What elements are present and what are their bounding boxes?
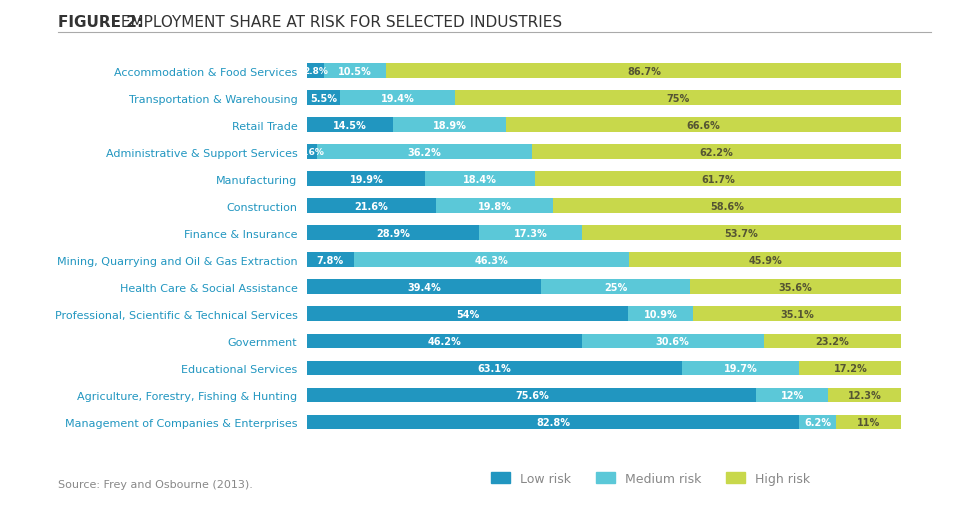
Text: 17.2%: 17.2%: [833, 363, 867, 373]
Bar: [307, 172, 425, 187]
Bar: [307, 91, 340, 106]
Bar: [340, 91, 455, 106]
Text: 36.2%: 36.2%: [407, 148, 442, 157]
Bar: [307, 145, 317, 160]
Text: 11%: 11%: [857, 417, 880, 427]
Bar: [324, 64, 386, 79]
Text: 23.2%: 23.2%: [816, 336, 850, 346]
Bar: [307, 280, 541, 295]
Text: 17.3%: 17.3%: [514, 229, 547, 238]
Bar: [307, 307, 628, 322]
Bar: [828, 388, 900, 403]
Bar: [800, 361, 901, 376]
Text: 66.6%: 66.6%: [686, 121, 720, 130]
Text: 61.7%: 61.7%: [701, 175, 735, 184]
Legend: Low risk, Medium risk, High risk: Low risk, Medium risk, High risk: [486, 467, 815, 490]
Bar: [582, 334, 763, 349]
Bar: [690, 280, 901, 295]
Bar: [307, 361, 683, 376]
Text: 21.6%: 21.6%: [354, 202, 388, 211]
Text: 82.8%: 82.8%: [537, 417, 570, 427]
Bar: [535, 172, 901, 187]
Bar: [836, 415, 901, 430]
Text: 63.1%: 63.1%: [478, 363, 512, 373]
Text: 12%: 12%: [780, 390, 804, 400]
Bar: [756, 388, 828, 403]
Bar: [436, 199, 553, 214]
Bar: [541, 280, 690, 295]
Bar: [582, 226, 900, 241]
Text: 35.1%: 35.1%: [780, 309, 814, 319]
Text: 7.8%: 7.8%: [317, 256, 344, 265]
Text: 58.6%: 58.6%: [710, 202, 744, 211]
Bar: [307, 415, 800, 430]
Text: 2.8%: 2.8%: [303, 67, 328, 76]
Bar: [693, 307, 901, 322]
Bar: [479, 226, 582, 241]
Bar: [317, 145, 532, 160]
Bar: [307, 64, 324, 79]
Bar: [386, 64, 901, 79]
Bar: [506, 118, 901, 133]
Bar: [628, 307, 693, 322]
Text: 1.6%: 1.6%: [300, 148, 324, 157]
Bar: [455, 91, 900, 106]
Text: 75.6%: 75.6%: [515, 390, 549, 400]
Text: 10.5%: 10.5%: [338, 67, 372, 76]
Text: EMPLOYMENT SHARE AT RISK FOR SELECTED INDUSTRIES: EMPLOYMENT SHARE AT RISK FOR SELECTED IN…: [116, 15, 563, 30]
Bar: [307, 226, 479, 241]
Text: 19.8%: 19.8%: [477, 202, 512, 211]
Text: 28.9%: 28.9%: [376, 229, 410, 238]
Text: 18.9%: 18.9%: [433, 121, 467, 130]
Bar: [763, 334, 901, 349]
Bar: [307, 253, 353, 268]
Text: 86.7%: 86.7%: [627, 67, 660, 76]
Bar: [800, 415, 836, 430]
Text: 54%: 54%: [456, 309, 479, 319]
Text: 19.4%: 19.4%: [381, 94, 415, 103]
Bar: [532, 145, 901, 160]
Text: 46.3%: 46.3%: [474, 256, 508, 265]
Bar: [353, 253, 629, 268]
Text: 46.2%: 46.2%: [427, 336, 462, 346]
Text: 19.9%: 19.9%: [349, 175, 383, 184]
Text: 45.9%: 45.9%: [748, 256, 782, 265]
Text: 5.5%: 5.5%: [310, 94, 337, 103]
Bar: [394, 118, 506, 133]
Bar: [307, 334, 582, 349]
Text: 39.4%: 39.4%: [407, 282, 442, 292]
Bar: [307, 388, 756, 403]
Text: 62.2%: 62.2%: [700, 148, 733, 157]
Bar: [307, 199, 436, 214]
Bar: [629, 253, 901, 268]
Text: 19.7%: 19.7%: [724, 363, 757, 373]
Text: Source: Frey and Osbourne (2013).: Source: Frey and Osbourne (2013).: [58, 478, 252, 489]
Text: 18.4%: 18.4%: [463, 175, 497, 184]
Text: 53.7%: 53.7%: [725, 229, 758, 238]
Bar: [425, 172, 535, 187]
Text: 30.6%: 30.6%: [656, 336, 689, 346]
Text: 25%: 25%: [604, 282, 627, 292]
Bar: [553, 199, 901, 214]
Text: 35.6%: 35.6%: [779, 282, 812, 292]
Bar: [307, 118, 394, 133]
Text: 12.3%: 12.3%: [848, 390, 881, 400]
Text: 6.2%: 6.2%: [804, 417, 831, 427]
Bar: [683, 361, 800, 376]
Text: FIGURE 2:: FIGURE 2:: [58, 15, 143, 30]
Text: 14.5%: 14.5%: [333, 121, 367, 130]
Text: 75%: 75%: [666, 94, 689, 103]
Text: 10.9%: 10.9%: [643, 309, 678, 319]
